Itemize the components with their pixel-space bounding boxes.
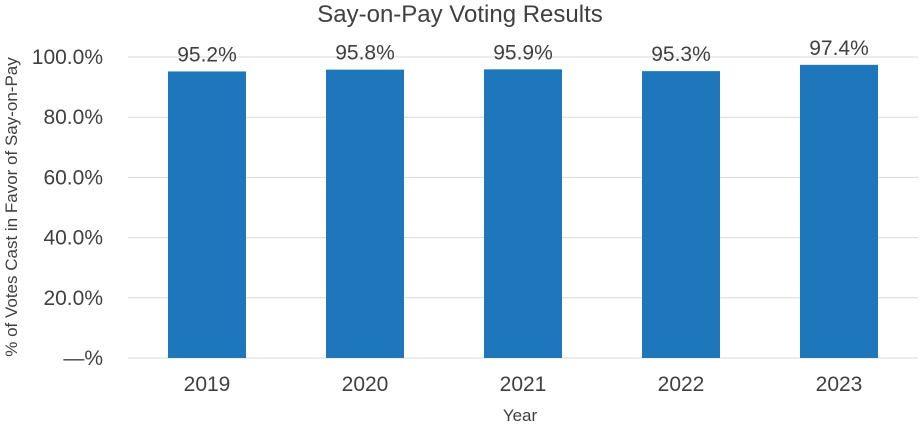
y-tick-label: —% [63,347,103,370]
data-label-2022: 95.3% [651,43,711,66]
bar-2021 [484,69,562,358]
chart-title: Say-on-Pay Voting Results [317,1,602,28]
y-tick-label: 40.0% [43,227,103,250]
bars [168,64,878,359]
y-tick-label: 20.0% [43,287,103,310]
y-tick-label: 100.0% [32,46,103,69]
data-label-2023: 97.4% [809,37,869,60]
x-tick-label: 2022 [658,373,705,396]
bar-2022 [642,71,720,358]
data-label-2021: 95.9% [493,41,553,64]
x-axis-label: Year [503,406,538,425]
bar-2020 [326,69,404,358]
x-tick-label: 2020 [342,373,389,396]
y-tick-label: 80.0% [43,106,103,129]
y-tick-label: 60.0% [43,166,103,189]
bar-2019 [168,71,246,358]
x-tick-label: 2019 [184,373,231,396]
y-tick-labels: —% 20.0% 40.0% 60.0% 80.0% 100.0% [32,46,103,370]
data-labels: 95.2% 95.8% 95.9% 95.3% 97.4% [177,37,869,67]
bar-2023 [800,64,878,359]
x-tick-label: 2021 [500,373,547,396]
x-tick-labels: 2019 2020 2021 2022 2023 [184,373,863,396]
y-axis-label: % of Votes Cast in Favor of Say-on-Pay [2,57,21,357]
x-tick-label: 2023 [816,373,863,396]
data-label-2019: 95.2% [177,43,237,66]
data-label-2020: 95.8% [335,42,395,65]
